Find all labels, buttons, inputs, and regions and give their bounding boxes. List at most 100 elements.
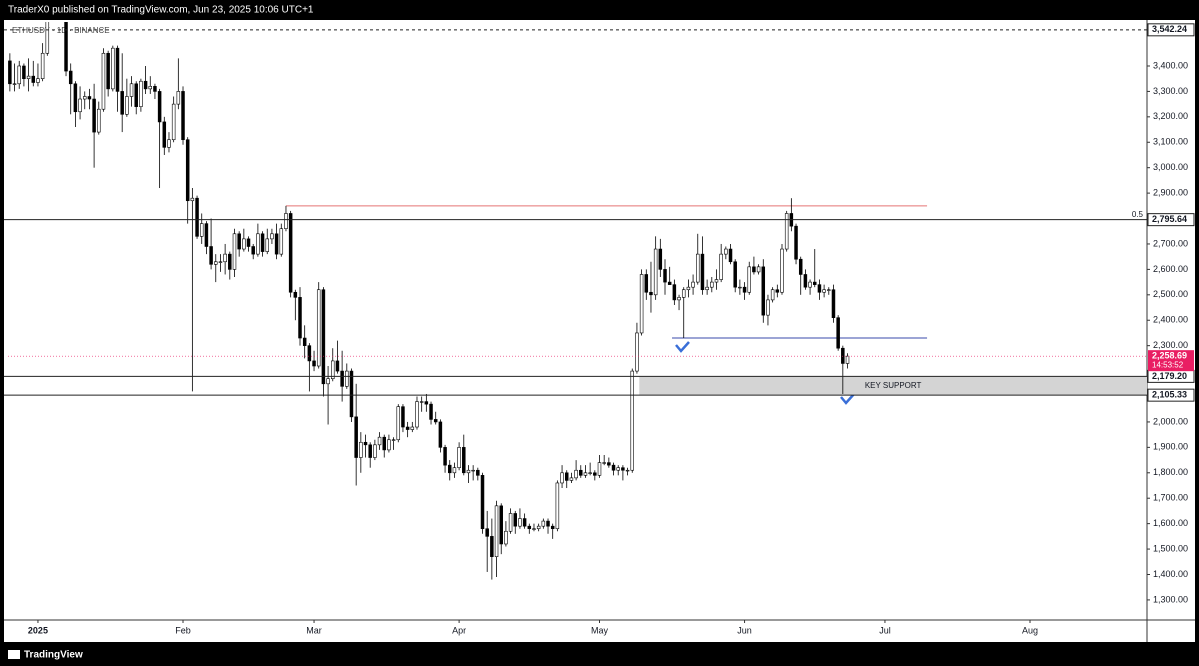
candle — [321, 287, 326, 397]
current-price-box — [1148, 350, 1194, 372]
candle — [616, 465, 620, 476]
candle-body — [293, 291, 298, 298]
candle-body — [710, 281, 714, 288]
candle — [139, 78, 143, 112]
candle — [162, 116, 167, 155]
candle-body — [157, 91, 162, 123]
candle-body — [527, 525, 532, 530]
candle-body — [639, 274, 644, 334]
candle-body — [129, 83, 134, 97]
candle-body — [326, 378, 330, 385]
candle-body — [635, 332, 639, 372]
candle — [415, 396, 419, 430]
candle — [148, 76, 153, 94]
candle — [181, 86, 185, 145]
symbol: ETHUSDT · 1D · BINANCE — [12, 26, 110, 35]
candle-body — [593, 472, 597, 476]
candle — [681, 287, 686, 339]
candle — [602, 454, 606, 466]
y-tick-label: 1,800.00 — [1153, 467, 1188, 477]
x-tick-label: 2025 — [28, 625, 48, 635]
candle-body — [499, 505, 503, 545]
candle-body — [228, 253, 232, 270]
candle-body — [78, 98, 82, 113]
candle-body — [405, 426, 410, 430]
candle-body — [176, 91, 181, 105]
candle — [761, 259, 766, 323]
candle-body — [616, 467, 620, 471]
y-tick-label: 1,300.00 — [1153, 594, 1188, 604]
candle-body — [611, 464, 616, 471]
candle-body — [190, 197, 195, 202]
candle-body — [794, 225, 798, 260]
candle — [845, 353, 850, 369]
candle — [157, 88, 162, 189]
candle-body — [733, 261, 737, 288]
candle — [560, 465, 564, 489]
candle-body — [845, 355, 850, 364]
current-price-label: 2,258.69 — [1152, 351, 1187, 361]
candle — [747, 261, 751, 295]
check-mark — [675, 341, 690, 353]
candle-body — [363, 441, 368, 446]
candle-body — [522, 518, 527, 527]
candle — [649, 261, 653, 313]
candle-body — [181, 91, 185, 141]
footer-logo: TradingView — [8, 650, 83, 661]
candle-body — [541, 520, 546, 527]
candle-body — [345, 370, 349, 387]
candle-body — [808, 281, 812, 288]
candle — [92, 83, 96, 168]
candle — [476, 467, 480, 481]
candle — [78, 86, 82, 120]
candle — [288, 210, 293, 298]
candle — [504, 521, 508, 547]
candle — [822, 284, 826, 298]
candle — [410, 421, 415, 433]
candle — [22, 63, 26, 87]
candle — [8, 53, 12, 92]
candle-body — [817, 284, 822, 293]
candle-body — [8, 60, 12, 85]
candle — [705, 279, 709, 295]
candle — [466, 465, 471, 483]
candle — [518, 508, 522, 529]
candle-body — [143, 80, 148, 90]
candle-body — [204, 223, 209, 247]
candle-body — [199, 223, 204, 237]
candle-body — [167, 139, 171, 148]
candle-body — [335, 360, 340, 372]
candle-body — [368, 444, 372, 458]
level-label: 2,179.20 — [1152, 371, 1187, 381]
candle — [17, 60, 21, 89]
support-zone — [639, 376, 1147, 396]
candle-body — [532, 528, 536, 530]
y-tick-label: 1,900.00 — [1153, 442, 1188, 452]
candle-body — [602, 462, 606, 464]
candle — [438, 419, 443, 453]
candle-body — [504, 530, 508, 545]
candle — [532, 523, 536, 532]
candle — [658, 238, 663, 278]
candle — [405, 421, 410, 438]
candle-body — [798, 258, 803, 275]
y-tick-label: 2,400.00 — [1153, 315, 1188, 325]
candle — [583, 465, 588, 478]
candle-body — [359, 441, 363, 458]
candle-body — [312, 360, 316, 367]
candle — [214, 254, 218, 283]
candle-body — [401, 406, 405, 428]
candle-body — [827, 289, 831, 291]
candle — [302, 325, 307, 359]
candle — [40, 43, 45, 82]
candle — [597, 454, 602, 478]
candle — [471, 465, 475, 481]
level-label: 2,105.33 — [1152, 390, 1187, 400]
candle — [480, 472, 485, 534]
candle — [26, 58, 31, 92]
candle-body — [377, 436, 382, 446]
y-tick-label: 2,700.00 — [1153, 238, 1188, 248]
candle — [672, 279, 677, 305]
candle-body — [550, 525, 555, 530]
